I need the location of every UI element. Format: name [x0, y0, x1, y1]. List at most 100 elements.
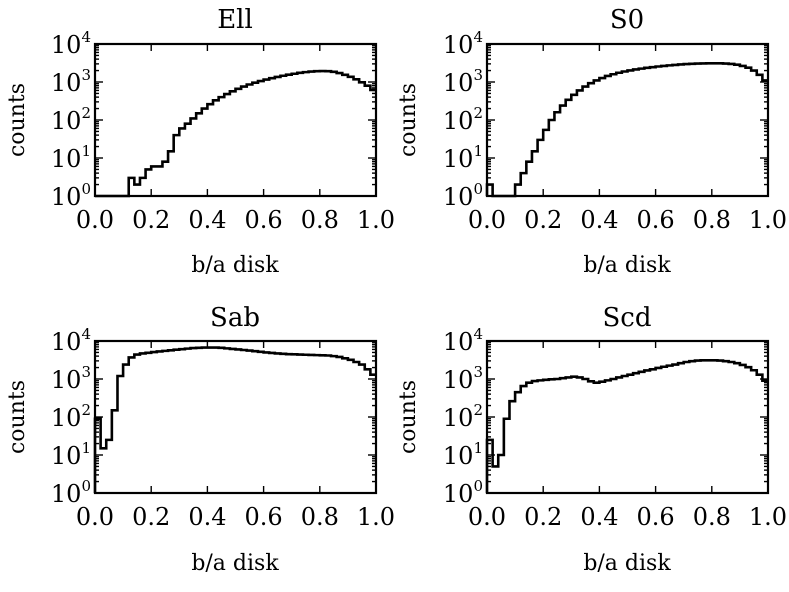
x-tick-label: 1.0	[749, 206, 787, 234]
y-tick-label: 100	[51, 477, 91, 508]
x-tick: 0.2	[132, 341, 170, 531]
x-tick: 0.2	[524, 44, 562, 234]
x-tick: 0.6	[245, 44, 283, 234]
x-tick-label: 0.4	[580, 206, 618, 234]
x-tick-label: 0.0	[76, 206, 114, 234]
y-tick-label: 102	[51, 401, 91, 432]
x-tick-label: 0.0	[468, 206, 506, 234]
histogram-bins	[485, 359, 768, 493]
y-tick-label: 100	[51, 180, 91, 211]
x-tick: 0.8	[301, 44, 339, 234]
y-tick: 102	[51, 380, 376, 432]
histogram-step-line	[485, 61, 768, 198]
x-tick-label: 0.8	[301, 206, 339, 234]
histogram-step-line	[485, 359, 768, 493]
y-tick-label: 102	[443, 401, 483, 432]
panel-sab: Sab 0.0 0.2 0.4 0.6 0.8 1.0 100 101 102 103 104 b/…	[5, 303, 395, 576]
x-tick: 0.8	[301, 341, 339, 531]
y-tick-label: 101	[51, 142, 91, 173]
y-tick-label: 100	[443, 180, 483, 211]
axes-frame	[93, 339, 378, 495]
y-tick: 101	[443, 418, 768, 470]
y-tick: 103	[51, 45, 376, 97]
x-axis-label: b/a disk	[583, 253, 671, 278]
y-axis-label: counts	[396, 380, 421, 454]
y-tick-label: 103	[51, 66, 91, 97]
x-tick: 0.4	[188, 341, 226, 531]
x-tick-label: 1.0	[357, 206, 395, 234]
histogram-bins	[95, 69, 376, 198]
x-tick: 0.0	[468, 44, 506, 234]
y-tick: 100	[443, 159, 768, 211]
y-tick: 104	[443, 325, 768, 356]
y-tick-label: 102	[51, 104, 91, 135]
x-tick: 1.0	[357, 341, 395, 531]
y-tick-label: 101	[443, 439, 483, 470]
y-tick-label: 104	[443, 28, 483, 59]
y-axis-label: counts	[5, 380, 30, 454]
x-tick-label: 0.0	[76, 503, 114, 531]
x-tick-label: 0.6	[637, 206, 675, 234]
y-tick-label: 101	[443, 142, 483, 173]
x-tick: 0.0	[76, 341, 114, 531]
x-tick-label: 0.2	[132, 503, 170, 531]
x-tick-label: 0.4	[188, 503, 226, 531]
y-tick: 100	[51, 159, 376, 211]
axes-frame	[485, 42, 770, 198]
y-tick: 102	[443, 83, 768, 135]
x-tick-label: 0.4	[580, 503, 618, 531]
panel-ell: Ell 0.0 0.2 0.4 0.6 0.8 1.0 100 101 102 103 104 b/…	[5, 5, 395, 278]
y-tick: 103	[443, 342, 768, 394]
histogram-step-line	[93, 346, 376, 493]
y-tick: 104	[443, 28, 768, 59]
histogram-bins	[93, 346, 376, 493]
x-tick: 0.6	[637, 44, 675, 234]
y-tick-label: 104	[51, 325, 91, 356]
y-tick: 103	[51, 342, 376, 394]
x-tick-label: 1.0	[749, 503, 787, 531]
y-tick-label: 103	[443, 363, 483, 394]
y-tick-label: 103	[51, 363, 91, 394]
x-tick: 0.6	[637, 341, 675, 531]
y-tick: 104	[51, 28, 376, 59]
axes-frame	[485, 339, 770, 495]
y-tick-label: 104	[51, 28, 91, 59]
panel-title: Ell	[217, 5, 253, 35]
y-tick: 102	[51, 83, 376, 135]
plot-area: 0.0 0.2 0.4 0.6 0.8 1.0 100 101 102 103 104	[443, 28, 787, 234]
y-tick: 101	[443, 121, 768, 173]
x-tick-label: 0.0	[468, 503, 506, 531]
y-tick: 103	[443, 45, 768, 97]
x-tick-label: 0.8	[301, 503, 339, 531]
x-tick: 0.0	[76, 44, 114, 234]
y-tick-label: 101	[51, 439, 91, 470]
panel-title: Sab	[210, 303, 260, 333]
x-tick: 0.4	[580, 341, 618, 531]
y-tick-label: 103	[443, 66, 483, 97]
plot-area: 0.0 0.2 0.4 0.6 0.8 1.0 100 101 102 103 104	[51, 325, 395, 531]
x-tick: 0.4	[188, 44, 226, 234]
x-tick-label: 0.6	[245, 503, 283, 531]
x-axis-label: b/a disk	[583, 551, 671, 576]
y-tick: 100	[51, 456, 376, 508]
x-tick-label: 1.0	[357, 503, 395, 531]
x-tick: 0.2	[132, 44, 170, 234]
x-tick: 0.8	[693, 341, 731, 531]
y-tick: 104	[51, 325, 376, 356]
x-tick-label: 0.6	[637, 503, 675, 531]
x-tick: 0.2	[524, 341, 562, 531]
y-tick: 102	[443, 380, 768, 432]
x-tick-label: 0.4	[188, 206, 226, 234]
plot-area: 0.0 0.2 0.4 0.6 0.8 1.0 100 101 102 103 104	[443, 325, 787, 531]
y-axis-label: counts	[5, 83, 30, 157]
x-tick: 1.0	[749, 341, 787, 531]
x-tick: 0.6	[245, 341, 283, 531]
x-tick: 0.8	[693, 44, 731, 234]
x-tick-label: 0.2	[524, 206, 562, 234]
histogram-bins	[485, 61, 768, 198]
y-tick-label: 100	[443, 477, 483, 508]
x-tick: 1.0	[749, 44, 787, 234]
panel-s0: S0 0.0 0.2 0.4 0.6 0.8 1.0 100 101 102 103 104 b/a…	[396, 5, 787, 278]
y-tick: 101	[51, 121, 376, 173]
